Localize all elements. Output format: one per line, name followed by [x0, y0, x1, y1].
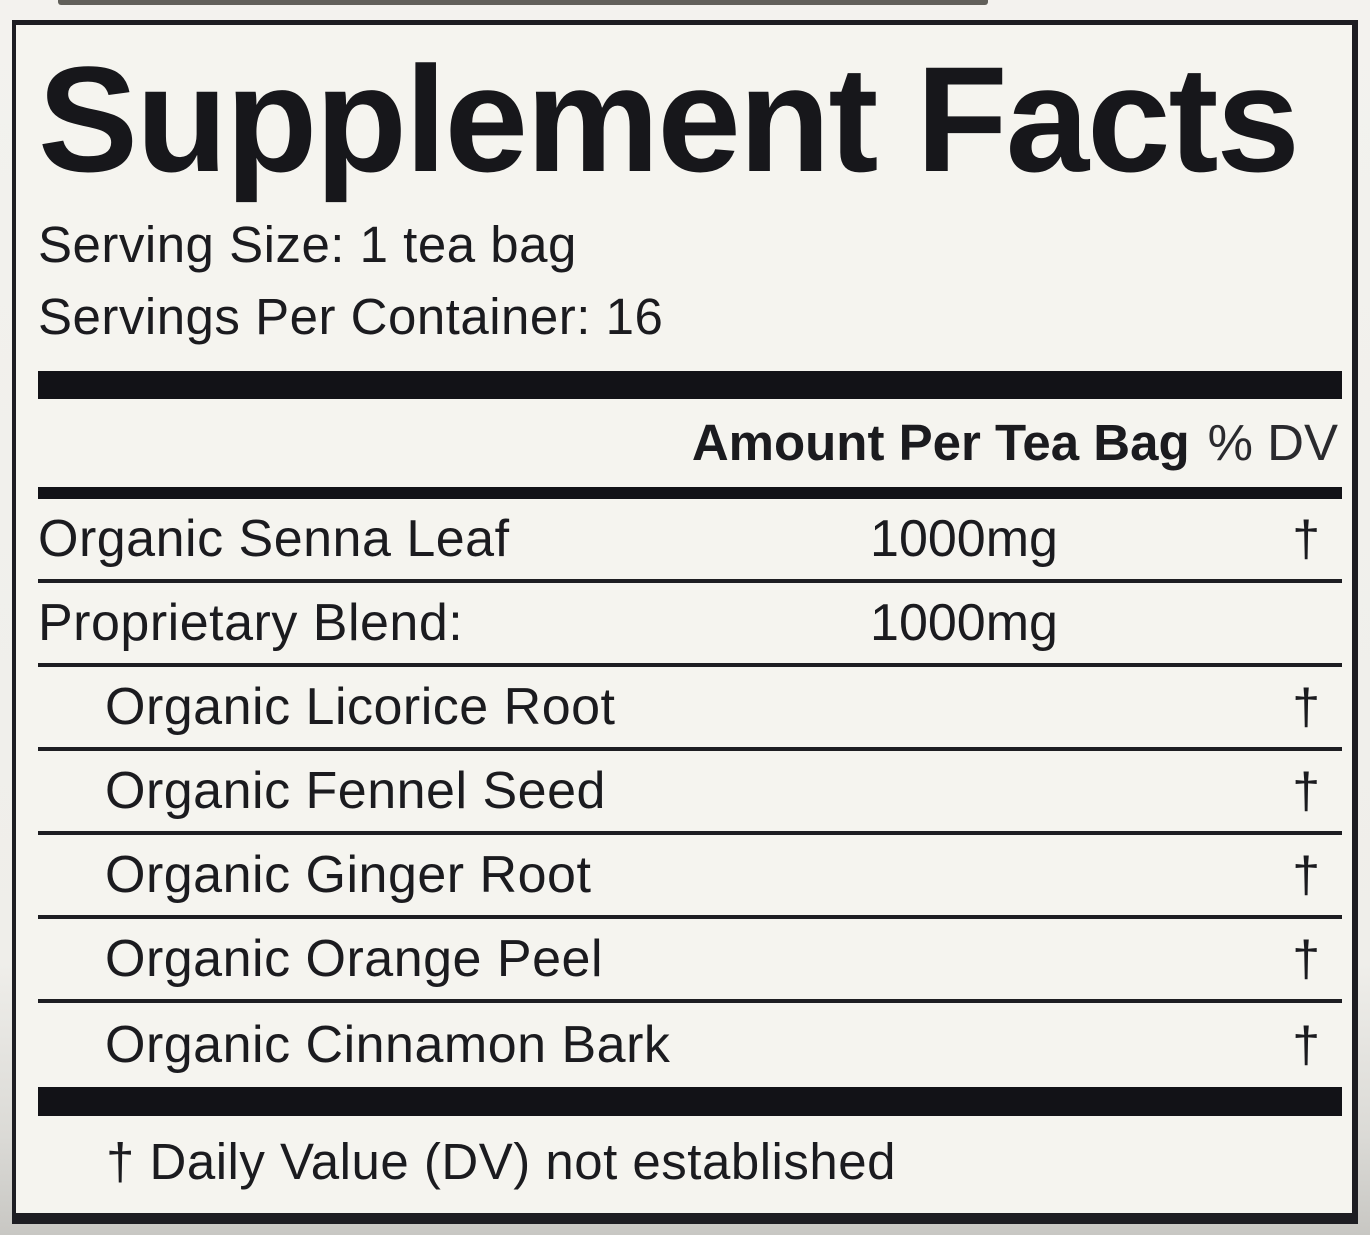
supplement-facts-panel: Supplement Facts Serving Size: 1 tea bag…	[12, 20, 1358, 1224]
ingredient-dv-dagger: †	[1292, 846, 1320, 903]
ingredient-dv-dagger: †	[1292, 1016, 1320, 1073]
ingredient-name: Organic Cinnamon Bark	[105, 1015, 671, 1074]
photo-edge-artifact	[58, 0, 988, 5]
ingredient-name: Organic Orange Peel	[105, 929, 603, 988]
table-row-orange-peel: Organic Orange Peel †	[38, 919, 1342, 1003]
daily-value-footnote: † Daily Value (DV) not established	[106, 1132, 896, 1190]
table-header-row: Amount Per Tea Bag % DV	[38, 399, 1342, 487]
table-row-senna-leaf: Organic Senna Leaf 1000mg †	[38, 499, 1342, 583]
ingredient-amount: 1000mg	[870, 509, 1058, 568]
servings-per-container-line: Servings Per Container: 16	[38, 287, 664, 345]
ingredient-name: Organic Ginger Root	[105, 845, 592, 904]
table-row-ginger-root: Organic Ginger Root †	[38, 835, 1342, 919]
ingredient-amount: 1000mg	[870, 593, 1058, 652]
ingredient-dv-dagger: †	[1292, 762, 1320, 819]
ingredient-name: Proprietary Blend:	[38, 593, 464, 652]
divider-thick-top	[38, 370, 1342, 399]
column-header-amount: Amount Per Tea Bag	[691, 414, 1190, 471]
table-row-proprietary-blend: Proprietary Blend: 1000mg	[38, 583, 1342, 667]
table-row-cinnamon-bark: Organic Cinnamon Bark †	[38, 1003, 1342, 1087]
ingredient-dv-dagger: †	[1292, 930, 1320, 987]
page-title: Supplement Facts	[38, 35, 1300, 203]
table-row-licorice-root: Organic Licorice Root †	[38, 667, 1342, 751]
ingredient-dv-dagger: †	[1292, 678, 1320, 735]
ingredient-name: Organic Licorice Root	[105, 677, 616, 736]
divider-thick-bottom	[38, 1086, 1342, 1116]
ingredient-name: Organic Senna Leaf	[38, 509, 510, 568]
table-row-fennel-seed: Organic Fennel Seed †	[38, 751, 1342, 835]
ingredient-dv-dagger: †	[1292, 510, 1320, 567]
divider-header-rule	[38, 486, 1342, 499]
column-header-dv: % DV	[1207, 414, 1338, 471]
serving-size-line: Serving Size: 1 tea bag	[38, 215, 577, 273]
ingredient-name: Organic Fennel Seed	[105, 761, 606, 820]
